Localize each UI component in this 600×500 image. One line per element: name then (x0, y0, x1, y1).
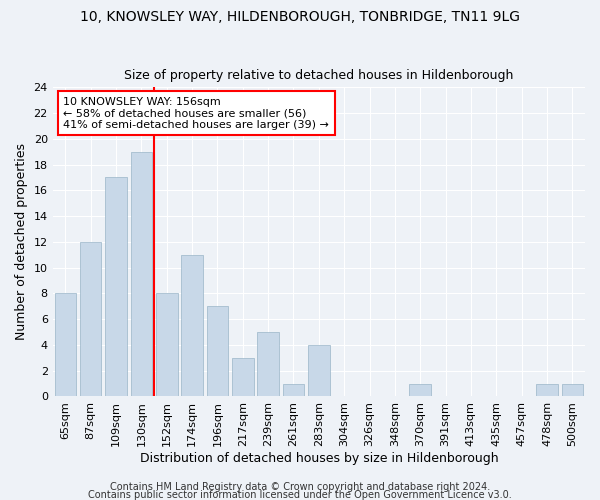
Text: Contains HM Land Registry data © Crown copyright and database right 2024.: Contains HM Land Registry data © Crown c… (110, 482, 490, 492)
Bar (308, 345, 329, 397)
Bar (257, 332, 279, 396)
Text: 10, KNOWSLEY WAY, HILDENBOROUGH, TONBRIDGE, TN11 9LG: 10, KNOWSLEY WAY, HILDENBOROUGH, TONBRID… (80, 10, 520, 24)
Bar (181, 255, 203, 396)
Y-axis label: Number of detached properties: Number of detached properties (15, 144, 28, 340)
Bar (80, 242, 101, 396)
X-axis label: Distribution of detached houses by size in Hildenborough: Distribution of detached houses by size … (140, 452, 498, 465)
Bar (283, 384, 304, 396)
Bar (105, 178, 127, 396)
Bar (131, 152, 152, 396)
Title: Size of property relative to detached houses in Hildenborough: Size of property relative to detached ho… (124, 69, 514, 82)
Bar (232, 358, 254, 397)
Bar (536, 384, 558, 396)
Bar (55, 294, 76, 397)
Bar (206, 306, 228, 396)
Text: Contains public sector information licensed under the Open Government Licence v3: Contains public sector information licen… (88, 490, 512, 500)
Bar (562, 384, 583, 396)
Text: 10 KNOWSLEY WAY: 156sqm
← 58% of detached houses are smaller (56)
41% of semi-de: 10 KNOWSLEY WAY: 156sqm ← 58% of detache… (64, 96, 329, 130)
Bar (156, 294, 178, 397)
Bar (409, 384, 431, 396)
